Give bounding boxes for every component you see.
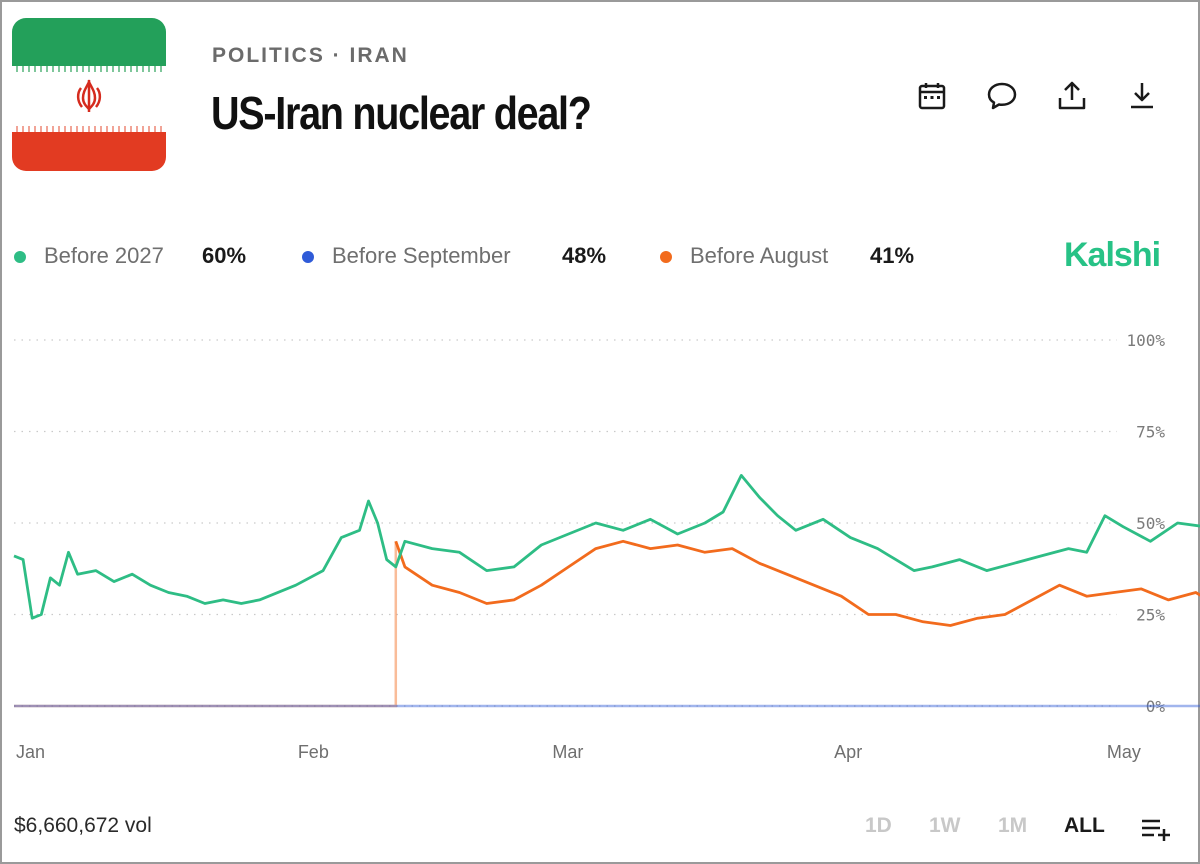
legend-label: Before August [690,243,829,268]
kalshi-logo[interactable]: Kalshi [1064,236,1161,274]
add-to-list-icon[interactable] [1140,816,1172,842]
chart-legend: Before 2027 60% Before September 48% Bef… [12,242,1012,272]
series-line [13,474,1200,620]
share-icon[interactable] [1054,78,1090,114]
download-icon[interactable] [1124,78,1160,114]
page-title: US-Iran nuclear deal? [211,87,592,139]
x-tick-label: Apr [834,742,862,762]
y-tick-label: 0% [1146,697,1166,716]
calendar-icon[interactable] [914,78,950,114]
y-tick-label: 25% [1136,606,1165,625]
x-tick-label: Mar [552,742,583,762]
x-tick-label: May [1107,742,1141,762]
series-baseline-line [14,704,1200,708]
legend-dot-icon [660,251,672,263]
range-1w-button[interactable]: 1W [929,814,961,837]
legend-value: 48% [562,243,607,268]
volume-text: $6,660,672 vol [14,814,152,837]
range-selector: 1D 1W 1M ALL [862,814,1182,844]
category-breadcrumb[interactable]: POLITICS · IRAN [212,44,409,67]
y-tick-label: 75% [1136,423,1165,442]
range-1m-button[interactable]: 1M [998,814,1028,837]
legend-dot-icon [302,251,314,263]
range-all-button[interactable]: ALL [1064,814,1105,837]
y-tick-label: 100% [1126,331,1165,350]
legend-label: Before 2027 [44,243,164,268]
y-tick-label: 50% [1136,514,1165,533]
series-baseline-line [14,541,398,708]
legend-dot-icon [14,251,26,263]
comment-icon[interactable] [984,78,1020,114]
price-chart[interactable]: 100% 75% 50% 25% 0% Jan Feb Mar Apr May [2,302,1200,782]
legend-label: Before September [332,243,511,268]
range-1d-button[interactable]: 1D [865,814,892,837]
legend-value: 60% [202,243,247,268]
toolbar [914,78,1164,114]
series-line [394,539,1200,627]
legend-value: 41% [870,243,915,268]
x-tick-label: Feb [298,742,329,762]
x-tick-label: Jan [16,742,45,762]
iran-flag-icon [12,18,166,171]
emblem-icon [76,79,102,112]
